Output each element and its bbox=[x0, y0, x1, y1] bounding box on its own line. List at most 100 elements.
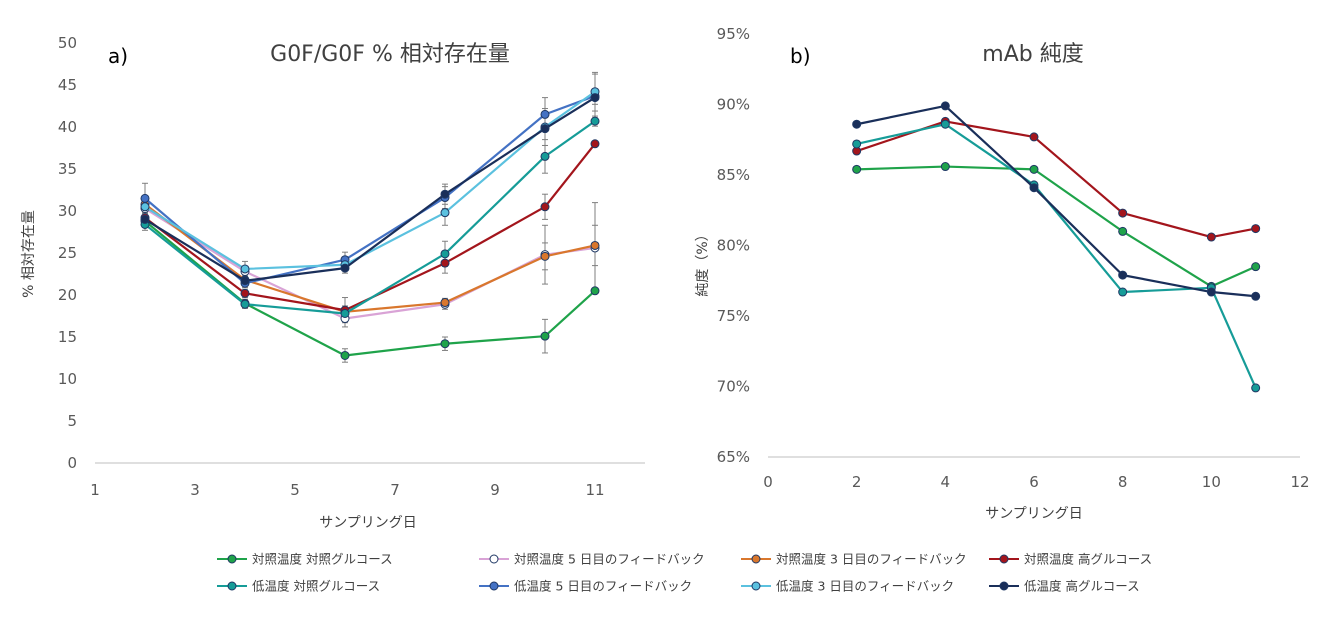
series-line bbox=[144, 96, 596, 282]
y-axis-label-a: % 相対存在量 bbox=[21, 210, 37, 298]
data-point bbox=[240, 299, 250, 309]
data-point bbox=[590, 286, 600, 296]
legend-label: 対照温度 対照グルコース bbox=[252, 552, 393, 567]
legend-label: 対照温度 3 日目のフィードバック bbox=[776, 552, 967, 567]
y-tick-label: 20 bbox=[58, 286, 77, 304]
data-point bbox=[1251, 291, 1261, 301]
data-point bbox=[340, 308, 350, 318]
data-point bbox=[440, 208, 450, 218]
data-point bbox=[540, 202, 550, 212]
data-point bbox=[1029, 132, 1039, 142]
legend-item: 低温度 5 日目のフィードバック bbox=[479, 579, 692, 594]
y-tick-label: 75% bbox=[717, 307, 750, 325]
data-point bbox=[440, 258, 450, 268]
series-line bbox=[144, 203, 596, 313]
data-point bbox=[852, 164, 862, 174]
y-tick-label: 5 bbox=[67, 412, 77, 430]
legend-marker bbox=[751, 581, 761, 591]
y-tick-label: 90% bbox=[717, 96, 750, 114]
data-point bbox=[540, 109, 550, 119]
x-tick-label: 0 bbox=[763, 473, 773, 491]
data-point bbox=[1118, 208, 1128, 218]
y-tick-label: 70% bbox=[717, 378, 750, 396]
legend-item: 対照温度 高グルコース bbox=[989, 552, 1152, 567]
data-point bbox=[440, 298, 450, 308]
panel-label-a: a) bbox=[108, 44, 128, 68]
series-line bbox=[144, 90, 596, 271]
y-tick-label: 15 bbox=[58, 328, 77, 346]
x-tick-label: 2 bbox=[852, 473, 862, 491]
panel-label-b: b) bbox=[790, 44, 811, 68]
legend-marker bbox=[999, 554, 1009, 564]
series-line bbox=[856, 104, 1256, 298]
data-point bbox=[940, 101, 950, 111]
data-point bbox=[1206, 287, 1216, 297]
data-point bbox=[440, 189, 450, 199]
x-axis-label-a: サンプリング日 bbox=[319, 515, 417, 531]
x-axis-label-b: サンプリング日 bbox=[985, 506, 1083, 522]
series-line bbox=[856, 165, 1257, 288]
x-tick-label: 5 bbox=[290, 481, 300, 499]
x-tick-label: 10 bbox=[1202, 473, 1221, 491]
data-point bbox=[540, 331, 550, 341]
data-point bbox=[940, 119, 950, 129]
x-tick-label: 12 bbox=[1290, 473, 1309, 491]
data-point bbox=[852, 119, 862, 129]
legend-marker bbox=[227, 554, 237, 564]
x-tick-label: 1 bbox=[90, 481, 100, 499]
y-tick-label: 80% bbox=[717, 237, 750, 255]
data-point bbox=[140, 214, 150, 224]
series-line bbox=[856, 123, 1257, 389]
legend-label: 低温度 3 日目のフィードバック bbox=[776, 579, 954, 594]
data-point bbox=[590, 93, 600, 103]
y-tick-label: 35 bbox=[58, 160, 77, 178]
data-point bbox=[540, 251, 550, 261]
legend-label: 低温度 対照グルコース bbox=[252, 579, 380, 594]
y-tick-label: 25 bbox=[58, 244, 77, 262]
data-point bbox=[1251, 224, 1261, 234]
legend-item: 対照温度 5 日目のフィードバック bbox=[479, 552, 705, 567]
y-axis-label-b: 純度（%） bbox=[695, 227, 711, 296]
data-point bbox=[1029, 164, 1039, 174]
legend-marker bbox=[751, 554, 761, 564]
data-point bbox=[852, 139, 862, 149]
data-point bbox=[540, 124, 550, 134]
legend-item: 対照温度 対照グルコース bbox=[217, 552, 393, 567]
legend-item: 低温度 高グルコース bbox=[989, 579, 1140, 594]
chart-mab-purity: b) mAb 純度 サンプリング日 純度（%） 65% 70% 75% 80% 85% 9… bbox=[695, 25, 1310, 522]
data-point bbox=[1029, 183, 1039, 193]
legend-marker bbox=[227, 581, 237, 591]
y-tick-label: 95% bbox=[717, 25, 750, 43]
x-tick-label: 8 bbox=[1118, 473, 1128, 491]
x-tick-label: 11 bbox=[585, 481, 604, 499]
data-point bbox=[590, 240, 600, 250]
data-point bbox=[540, 151, 550, 161]
legend-label: 対照温度 5 日目のフィードバック bbox=[514, 552, 705, 567]
legend-marker bbox=[489, 581, 499, 591]
data-point bbox=[240, 288, 250, 298]
legend-item: 対照温度 3 日目のフィードバック bbox=[741, 552, 967, 567]
y-tick-label: 65% bbox=[717, 448, 750, 466]
data-point bbox=[1118, 270, 1128, 280]
x-tick-label: 7 bbox=[390, 481, 400, 499]
legend: 対照温度 対照グルコース 対照温度 5 日目のフィードバック 対照温度 3 日目のフ… bbox=[217, 552, 1152, 594]
x-tick-label: 4 bbox=[941, 473, 951, 491]
y-tick-label: 40 bbox=[58, 118, 77, 136]
data-point bbox=[940, 162, 950, 172]
y-tick-label: 85% bbox=[717, 166, 750, 184]
legend-label: 対照温度 高グルコース bbox=[1024, 552, 1152, 567]
data-point bbox=[1251, 383, 1261, 393]
y-tick-label: 45 bbox=[58, 76, 77, 94]
data-point bbox=[590, 139, 600, 149]
legend-marker bbox=[489, 554, 499, 564]
data-point bbox=[240, 264, 250, 274]
legend-item: 低温度 3 日目のフィードバック bbox=[741, 579, 954, 594]
chart-title-a: G0F/G0F % 相対存在量 bbox=[270, 42, 510, 67]
data-point bbox=[590, 116, 600, 126]
y-tick-label: 0 bbox=[67, 454, 77, 472]
chart-g0f-abundance: a) G0F/G0F % 相対存在量 サンプリング日 % 相対存在量 0 5 10 1… bbox=[21, 34, 645, 531]
legend-label: 低温度 高グルコース bbox=[1024, 579, 1140, 594]
data-point bbox=[240, 276, 250, 286]
series-line bbox=[144, 120, 596, 315]
